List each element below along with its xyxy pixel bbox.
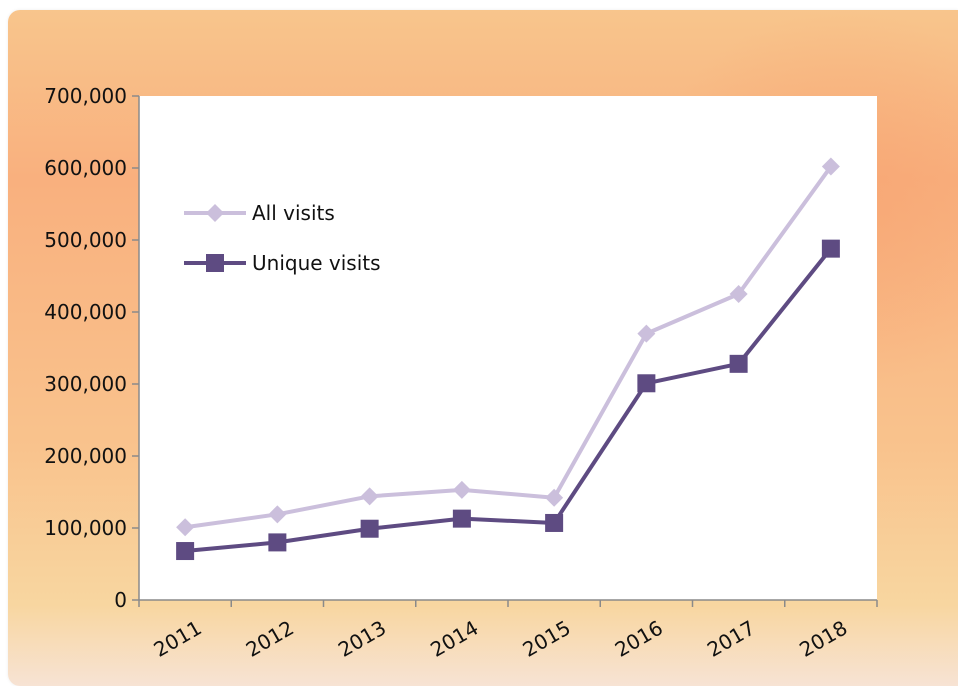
y-tick-label: 200,000 [44,444,127,468]
legend-marker [206,254,224,272]
y-tick-label: 100,000 [44,516,127,540]
legend-label: All visits [252,201,335,225]
series-2-point [637,374,656,393]
series-2-point [268,533,287,552]
series-line-2 [184,247,833,554]
plot-area [139,96,877,600]
x-tick-label: 2012 [242,616,298,662]
x-tick-label: 2016 [611,616,667,662]
y-tick-label: 400,000 [44,300,127,324]
y-tick-label: 700,000 [44,84,127,108]
series-1-point [545,488,564,507]
series-1-point [176,518,195,537]
series-2-point [360,519,379,538]
series-1-point [360,487,379,506]
y-tick-label: 600,000 [44,156,127,180]
series-2-point [545,513,564,532]
x-tick-label: 2013 [334,616,390,662]
line-chart: 0 100,000 200,000 300,000 400,000 500,000 600,… [44,84,878,662]
series-1-point [729,285,748,303]
chart-card: 0 100,000 200,000 300,000 400,000 500,000 600,… [8,10,958,686]
series-line-1 [184,165,833,530]
x-tick-label: 2017 [703,616,759,662]
series-layer [176,157,840,561]
series-2-point [452,509,471,528]
series-2-point [729,354,748,373]
legend-marker [206,204,224,222]
legend-label: Unique visits [252,251,381,275]
x-tick-label: 2015 [519,616,575,662]
legend: All visits Unique visits [184,201,381,275]
series-2-point [176,542,195,561]
series-1-point [268,505,287,524]
y-tick-label: 0 [114,588,127,612]
y-tick-label: 500,000 [44,228,127,252]
series-1-point [452,480,471,499]
x-tick-label: 2011 [150,616,206,662]
series-2-point [821,239,840,258]
series-1-point [637,324,656,343]
y-tick-label: 300,000 [44,372,127,396]
x-tick-label: 2014 [426,616,482,662]
x-tick-label: 2018 [795,616,851,662]
series-1-point [821,157,840,176]
